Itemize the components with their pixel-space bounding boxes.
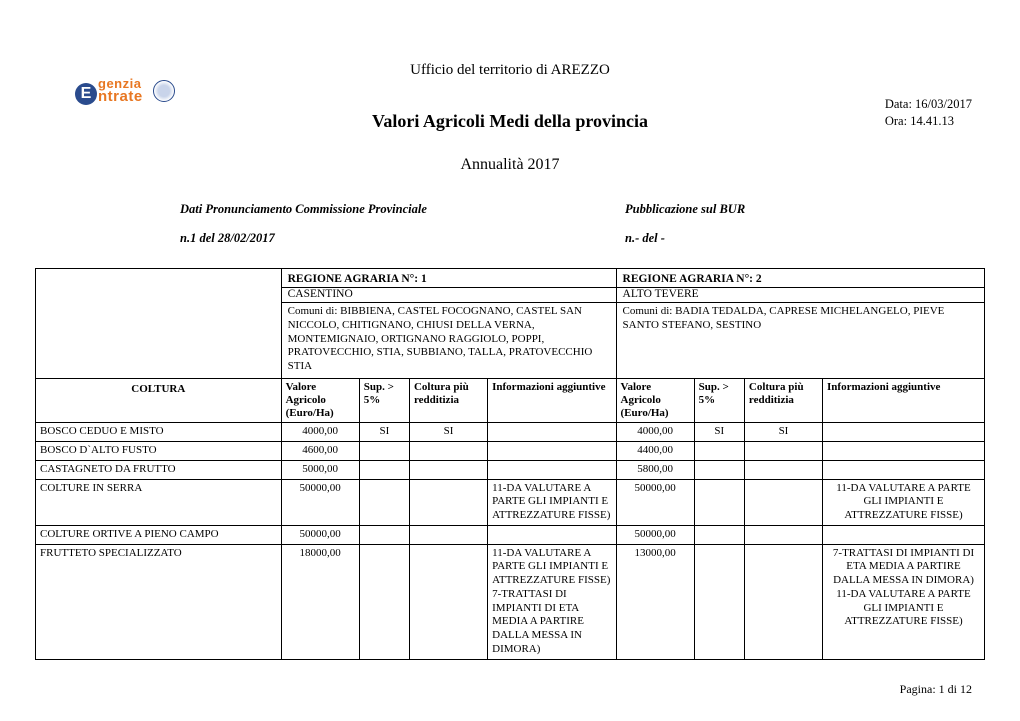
col-redditizia-1: Coltura più redditizia bbox=[409, 378, 487, 423]
cell-r2 bbox=[744, 460, 822, 479]
cell-s2 bbox=[694, 525, 744, 544]
cell-s2: SI bbox=[694, 423, 744, 442]
header-center: Ufficio del territorio di AREZZO Valori … bbox=[35, 62, 985, 174]
regione1-header: REGIONE AGRARIA N°: 1 bbox=[281, 269, 616, 288]
republic-seal-icon bbox=[153, 80, 175, 102]
col-coltura: COLTURA bbox=[36, 378, 282, 423]
cell-i2 bbox=[823, 442, 985, 461]
cell-v1: 5000,00 bbox=[281, 460, 359, 479]
table-row: COLTURA Valore Agricolo (Euro/Ha) Sup. >… bbox=[36, 378, 985, 423]
n-del-left: n.1 del 28/02/2017 bbox=[180, 231, 625, 246]
pronunciamento-label: Dati Pronunciamento Commissione Provinci… bbox=[180, 202, 625, 217]
col-sup-2: Sup. > 5% bbox=[694, 378, 744, 423]
logo-area: E genzia ntrate bbox=[75, 78, 175, 103]
cell-coltura: FRUTTETO SPECIALIZZATO bbox=[36, 544, 282, 659]
agenzia-entrate-logo: E genzia ntrate bbox=[75, 78, 143, 103]
valori-table: REGIONE AGRARIA N°: 1 REGIONE AGRARIA N°… bbox=[35, 268, 985, 660]
cell-v1: 50000,00 bbox=[281, 525, 359, 544]
ufficio-title: Ufficio del territorio di AREZZO bbox=[35, 62, 985, 79]
sub-row: n.1 del 28/02/2017 n.- del - bbox=[180, 231, 985, 246]
cell-i1 bbox=[488, 460, 616, 479]
col-info-2: Informazioni aggiuntive bbox=[823, 378, 985, 423]
cell-r2 bbox=[744, 442, 822, 461]
cell-v1: 4000,00 bbox=[281, 423, 359, 442]
cell-s2 bbox=[694, 460, 744, 479]
cell-v2: 13000,00 bbox=[616, 544, 694, 659]
dati-row: Dati Pronunciamento Commissione Provinci… bbox=[180, 202, 985, 217]
cell-v2: 50000,00 bbox=[616, 525, 694, 544]
cell-i2 bbox=[823, 423, 985, 442]
cell-r1 bbox=[409, 460, 487, 479]
subtitle: Annualità 2017 bbox=[35, 156, 985, 174]
table-row: FRUTTETO SPECIALIZZATO 18000,00 11-DA VA… bbox=[36, 544, 985, 659]
cell-s2 bbox=[694, 544, 744, 659]
regione1-name: CASENTINO bbox=[281, 288, 616, 303]
cell-coltura: BOSCO CEDUO E MISTO bbox=[36, 423, 282, 442]
cell-i1: 11-DA VALUTARE A PARTE GLI IMPIANTI E AT… bbox=[488, 479, 616, 525]
cell-i2 bbox=[823, 460, 985, 479]
pubblicazione-label: Pubblicazione sul BUR bbox=[625, 202, 745, 217]
table-row: COLTURE ORTIVE A PIENO CAMPO 50000,00 50… bbox=[36, 525, 985, 544]
cell-v2: 5800,00 bbox=[616, 460, 694, 479]
cell-coltura: BOSCO D`ALTO FUSTO bbox=[36, 442, 282, 461]
cell-r2: SI bbox=[744, 423, 822, 442]
cell-s2 bbox=[694, 442, 744, 461]
cell-s1 bbox=[359, 479, 409, 525]
cell-i2: 11-DA VALUTARE A PARTE GLI IMPIANTI E AT… bbox=[823, 479, 985, 525]
cell-i1 bbox=[488, 423, 616, 442]
cell-r2 bbox=[744, 525, 822, 544]
table-row: COLTURE IN SERRA 50000,00 11-DA VALUTARE… bbox=[36, 479, 985, 525]
table-row: BOSCO D`ALTO FUSTO 4600,00 4400,00 bbox=[36, 442, 985, 461]
cell-i1: 11-DA VALUTARE A PARTE GLI IMPIANTI E AT… bbox=[488, 544, 616, 659]
time-label: Ora: 14.41.13 bbox=[885, 113, 972, 130]
cell-i1 bbox=[488, 525, 616, 544]
cell-v1: 50000,00 bbox=[281, 479, 359, 525]
col-info-1: Informazioni aggiuntive bbox=[488, 378, 616, 423]
col-redditizia-2: Coltura più redditizia bbox=[744, 378, 822, 423]
cell-v2: 4000,00 bbox=[616, 423, 694, 442]
cell-r1 bbox=[409, 442, 487, 461]
cell-v1: 4600,00 bbox=[281, 442, 359, 461]
logo-e-icon: E bbox=[75, 83, 97, 105]
cell-r1 bbox=[409, 544, 487, 659]
cell-r1 bbox=[409, 479, 487, 525]
cell-r1: SI bbox=[409, 423, 487, 442]
table-row: CASTAGNETO DA FRUTTO 5000,00 5800,00 bbox=[36, 460, 985, 479]
cell-v2: 4400,00 bbox=[616, 442, 694, 461]
table-row: BOSCO CEDUO E MISTO 4000,00 SI SI 4000,0… bbox=[36, 423, 985, 442]
cell-i2: 7-TRATTASI DI IMPIANTI DI ETA MEDIA A PA… bbox=[823, 544, 985, 659]
page-number: Pagina: 1 di 12 bbox=[900, 682, 972, 697]
cell-i1 bbox=[488, 442, 616, 461]
cell-i2 bbox=[823, 525, 985, 544]
date-label: Data: 16/03/2017 bbox=[885, 96, 972, 113]
logo-text-bot: ntrate bbox=[98, 90, 143, 104]
cell-coltura: CASTAGNETO DA FRUTTO bbox=[36, 460, 282, 479]
regione2-name: ALTO TEVERE bbox=[616, 288, 984, 303]
col-valore-2: Valore Agricolo (Euro/Ha) bbox=[616, 378, 694, 423]
cell-s2 bbox=[694, 479, 744, 525]
cell-s1 bbox=[359, 460, 409, 479]
col-valore-1: Valore Agricolo (Euro/Ha) bbox=[281, 378, 359, 423]
cell-r2 bbox=[744, 544, 822, 659]
main-title: Valori Agricoli Medi della provincia bbox=[35, 111, 985, 132]
cell-r1 bbox=[409, 525, 487, 544]
table-row: REGIONE AGRARIA N°: 1 REGIONE AGRARIA N°… bbox=[36, 269, 985, 288]
cell-coltura: COLTURE IN SERRA bbox=[36, 479, 282, 525]
cell-s1: SI bbox=[359, 423, 409, 442]
cell-coltura: COLTURE ORTIVE A PIENO CAMPO bbox=[36, 525, 282, 544]
n-del-right: n.- del - bbox=[625, 231, 665, 246]
cell-r2 bbox=[744, 479, 822, 525]
cell-v1: 18000,00 bbox=[281, 544, 359, 659]
regione1-comuni: Comuni di: BIBBIENA, CASTEL FOCOGNANO, C… bbox=[281, 303, 616, 379]
regione2-header: REGIONE AGRARIA N°: 2 bbox=[616, 269, 984, 288]
date-time-meta: Data: 16/03/2017 Ora: 14.41.13 bbox=[885, 96, 972, 130]
cell-s1 bbox=[359, 525, 409, 544]
regione2-comuni: Comuni di: BADIA TEDALDA, CAPRESE MICHEL… bbox=[616, 303, 984, 379]
cell-s1 bbox=[359, 544, 409, 659]
col-sup-1: Sup. > 5% bbox=[359, 378, 409, 423]
cell-v2: 50000,00 bbox=[616, 479, 694, 525]
cell-s1 bbox=[359, 442, 409, 461]
logo-text: genzia ntrate bbox=[98, 78, 143, 103]
